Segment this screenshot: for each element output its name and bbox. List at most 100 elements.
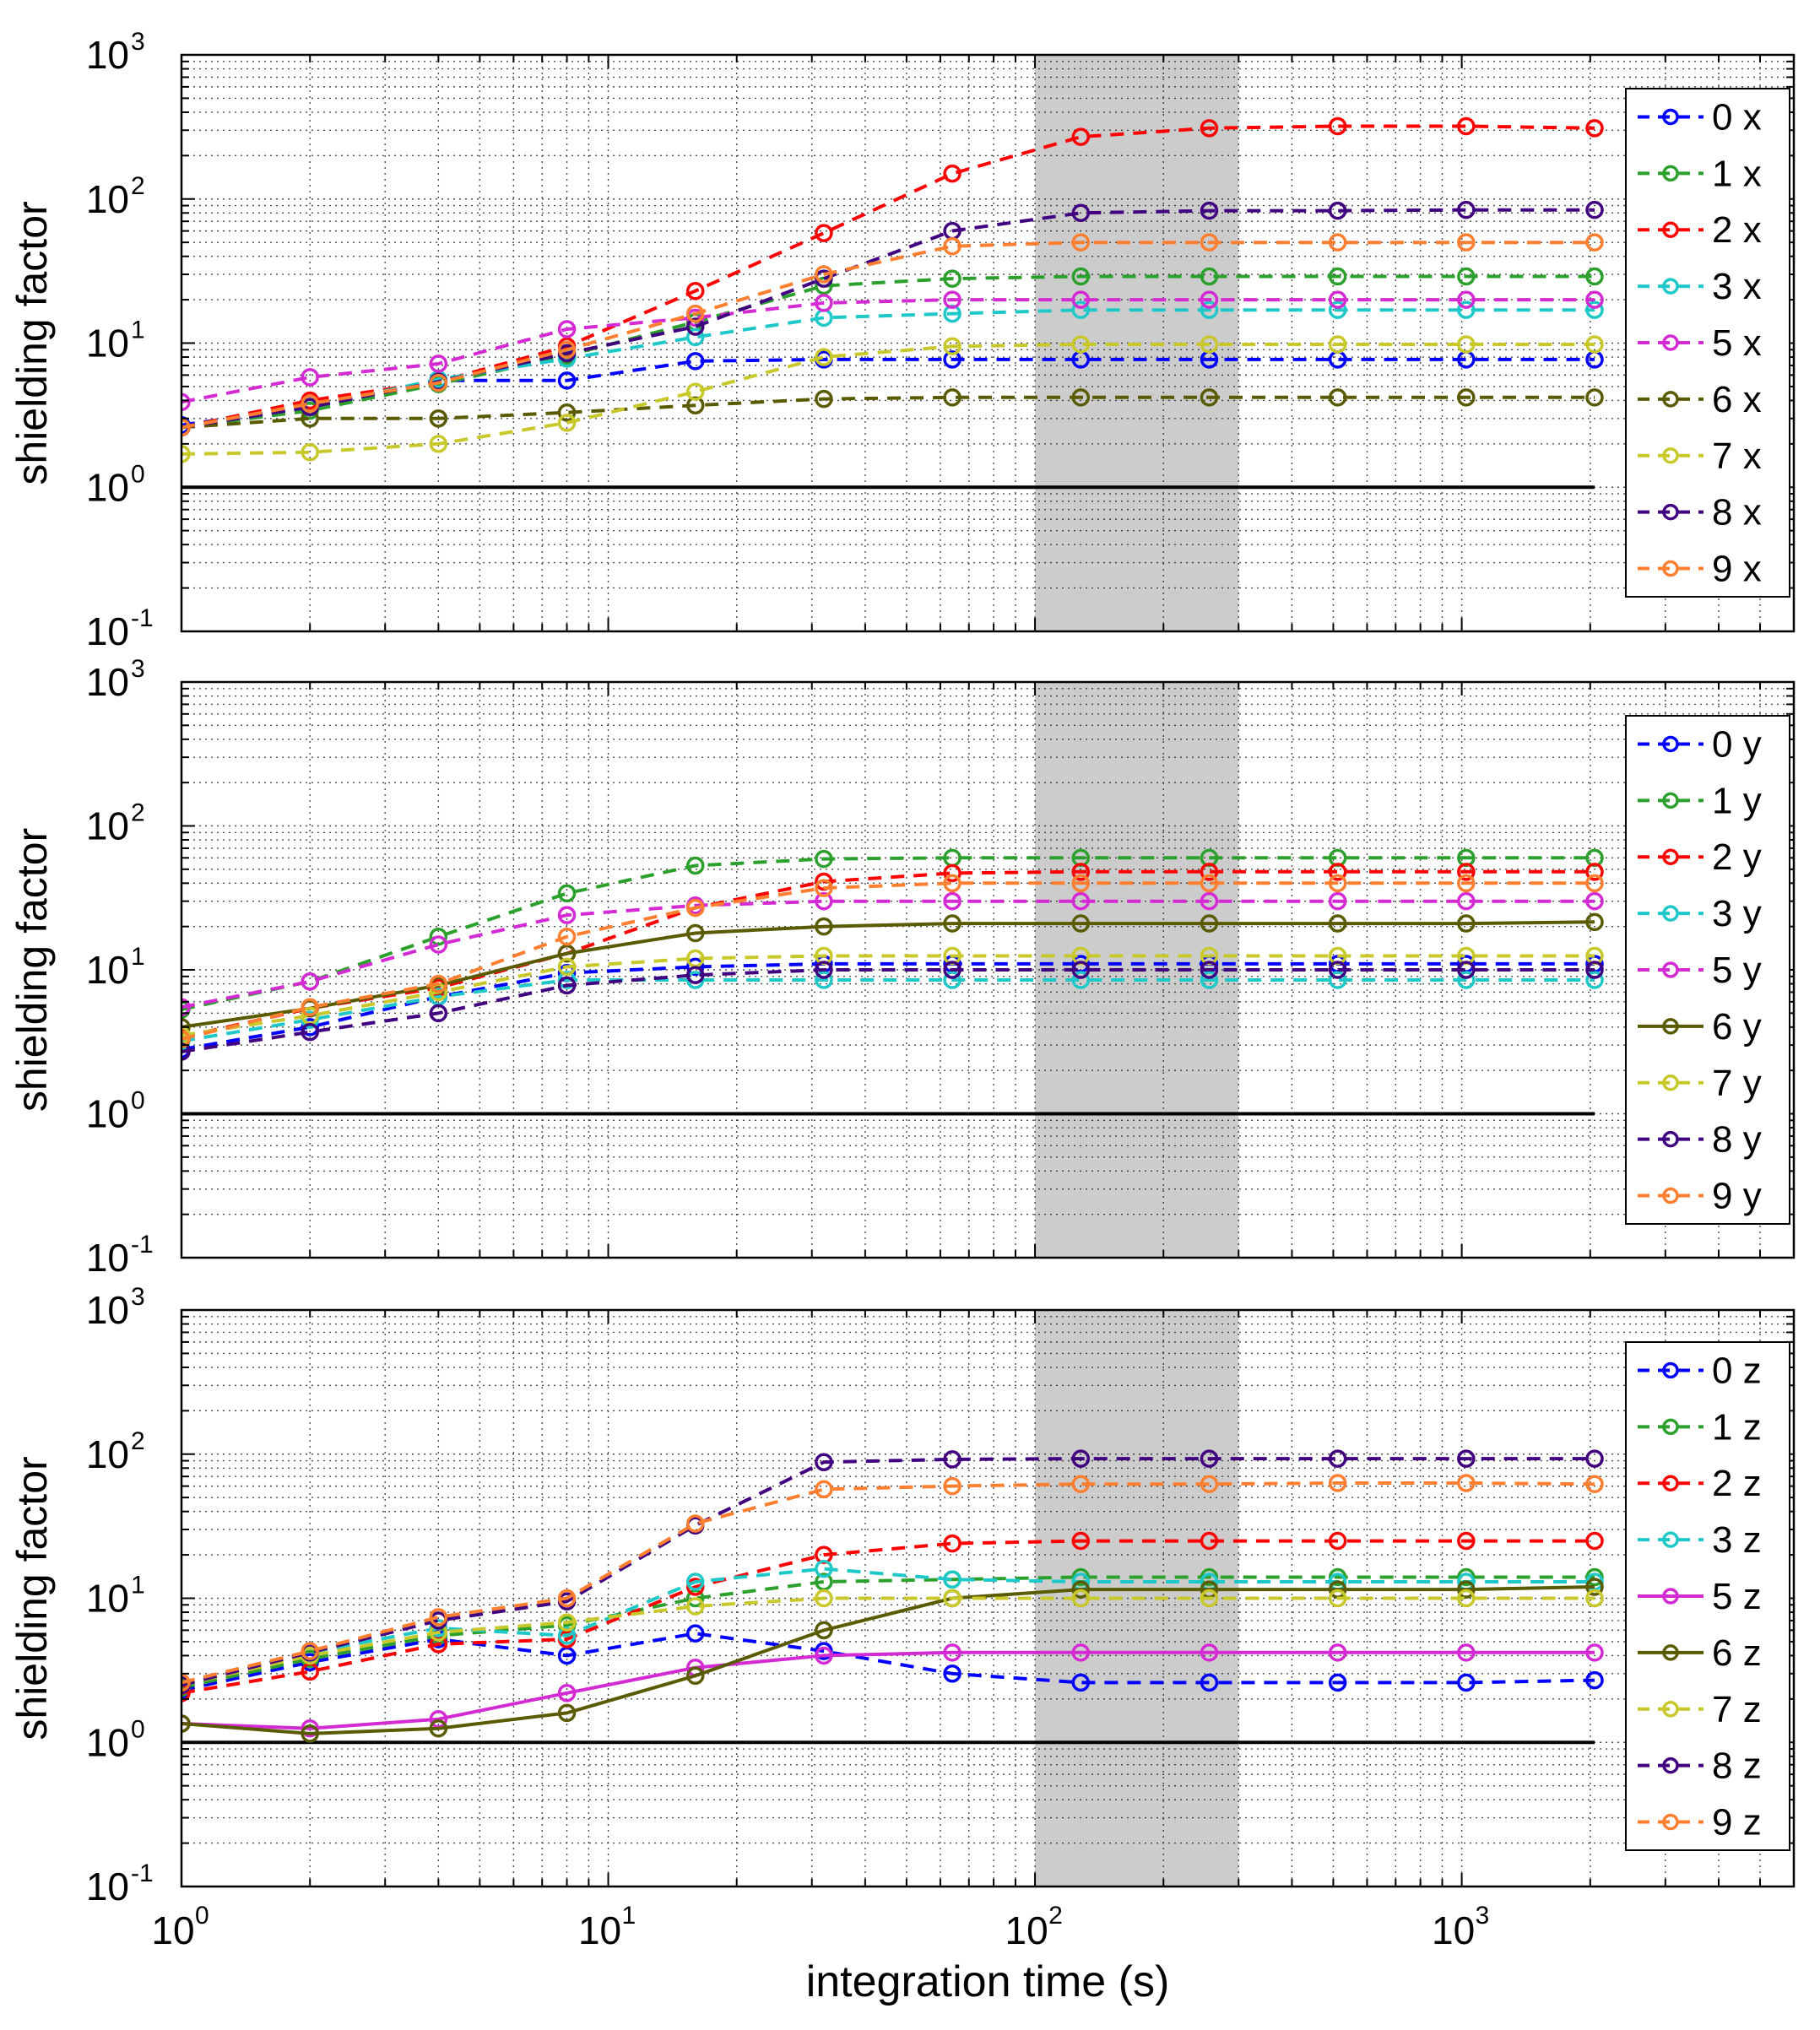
data-point [1328, 116, 1347, 136]
data-point [1585, 971, 1604, 989]
legend-item: 6 y [1638, 1006, 1762, 1047]
data-point [557, 1613, 577, 1632]
data-point [1585, 1670, 1604, 1690]
data-point [557, 1627, 577, 1645]
legend-item: 8 z [1638, 1746, 1762, 1787]
data-point [815, 917, 833, 936]
legend-label: 6 x [1712, 379, 1762, 420]
data-point [1328, 267, 1347, 286]
legend-label: 5 z [1712, 1576, 1762, 1617]
data-point [1585, 961, 1604, 979]
data-point [943, 961, 961, 979]
legend-label: 1 y [1712, 780, 1762, 821]
data-point [1071, 1673, 1091, 1692]
legend-item: 9 z [1638, 1802, 1762, 1843]
data-point [1328, 1589, 1347, 1608]
data-point [1200, 1531, 1219, 1551]
legend-item: 1 y [1638, 780, 1762, 821]
data-point [181, 1030, 191, 1048]
data-point [429, 355, 448, 373]
data-point [1457, 300, 1476, 319]
data-point [181, 998, 191, 1017]
y-tick-label: 10 [86, 1236, 129, 1280]
legend-marker [1662, 848, 1679, 865]
data-point [815, 1621, 833, 1640]
legend-label: 9 y [1712, 1176, 1762, 1217]
series-line [181, 899, 1595, 1010]
data-point [815, 265, 833, 284]
data-point [1457, 971, 1476, 989]
legend-item: 9 x [1638, 549, 1762, 590]
legend-item: 2 y [1638, 836, 1762, 878]
legend-item: 7 z [1638, 1689, 1762, 1730]
data-point [815, 348, 833, 366]
data-point [1200, 119, 1219, 138]
data-point [1328, 201, 1347, 220]
data-point [943, 388, 961, 407]
data-point [815, 224, 833, 242]
data-point [1328, 891, 1347, 911]
data-point [815, 389, 833, 409]
data-point [943, 1570, 961, 1589]
legend-marker [1662, 1813, 1679, 1831]
data-point [301, 1719, 319, 1738]
data-point [1071, 914, 1091, 933]
series-line [181, 241, 1595, 430]
data-point [815, 891, 833, 911]
data-point [685, 1573, 705, 1591]
series-line [181, 395, 1595, 430]
data-point [1071, 203, 1091, 223]
y-tick-label: 10 [86, 609, 129, 653]
data-point [943, 1665, 961, 1683]
y-tick-label: 10 [86, 1865, 129, 1908]
data-point [815, 1480, 833, 1499]
data-point [429, 373, 448, 392]
data-point [1200, 961, 1219, 979]
legend-item: 3 z [1638, 1519, 1762, 1561]
data-point [1457, 388, 1476, 407]
legend-marker [1662, 1588, 1679, 1605]
series-9-z [181, 1474, 1604, 1692]
legend-label: 7 y [1712, 1063, 1762, 1104]
legend-marker [1662, 334, 1679, 351]
data-point [1585, 335, 1604, 354]
series-group [181, 848, 1604, 1061]
y-tick-label-exp: -1 [131, 604, 154, 632]
data-point [1328, 1449, 1347, 1468]
data-point [557, 371, 577, 390]
series-line [181, 1650, 1595, 1730]
legend-label: 5 x [1712, 322, 1762, 364]
legend-item: 3 y [1638, 893, 1762, 934]
data-point [1071, 1531, 1091, 1551]
data-point [557, 414, 577, 432]
legend-label: 0 y [1712, 723, 1762, 765]
data-point [1328, 961, 1347, 979]
legend-label: 3 z [1712, 1519, 1762, 1561]
legend-marker [1662, 503, 1679, 521]
data-point [815, 879, 833, 897]
y-tick-label-exp: 0 [131, 1087, 145, 1115]
data-point [301, 1724, 319, 1743]
data-point [815, 1453, 833, 1471]
data-point [1071, 127, 1091, 146]
data-point [685, 328, 705, 347]
legend-label: 7 x [1712, 436, 1762, 477]
legend: 0 y 1 y 2 y 3 y 5 y 6 y 7 y 8 y 9 y [1625, 715, 1790, 1225]
data-point [1585, 200, 1604, 219]
data-point [1071, 1589, 1091, 1608]
y-tick-label-exp: 3 [131, 28, 145, 56]
y-tick-label-exp: 2 [131, 172, 145, 200]
y-tick-label-exp: 1 [131, 943, 145, 971]
y-tick-label: 10 [86, 33, 129, 77]
legend-item: 8 x [1638, 492, 1762, 533]
legend-marker [1662, 278, 1679, 295]
legend-item: 6 z [1638, 1632, 1762, 1674]
data-point [1585, 388, 1604, 407]
legend-marker [1662, 1701, 1679, 1718]
y-tick-label: 10 [86, 1720, 129, 1764]
series-group [181, 116, 1604, 463]
data-point [1328, 874, 1347, 893]
data-point [1457, 233, 1476, 252]
